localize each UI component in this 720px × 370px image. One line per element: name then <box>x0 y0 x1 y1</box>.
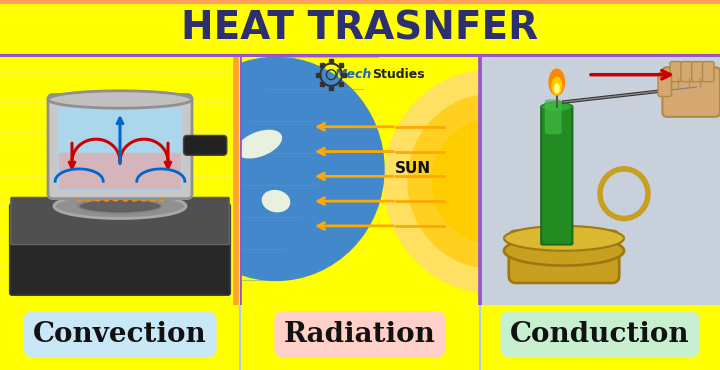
FancyBboxPatch shape <box>670 61 682 82</box>
FancyBboxPatch shape <box>509 231 619 283</box>
FancyBboxPatch shape <box>703 61 714 82</box>
Text: HEAT TRASNFER: HEAT TRASNFER <box>181 10 539 48</box>
Text: Convection: Convection <box>33 321 207 348</box>
Ellipse shape <box>54 194 186 218</box>
Circle shape <box>408 95 576 268</box>
Circle shape <box>432 119 552 243</box>
FancyBboxPatch shape <box>480 57 720 305</box>
FancyBboxPatch shape <box>545 100 562 134</box>
Ellipse shape <box>78 199 162 213</box>
Ellipse shape <box>236 130 282 158</box>
Ellipse shape <box>552 77 562 95</box>
Ellipse shape <box>504 226 624 251</box>
FancyBboxPatch shape <box>681 61 693 82</box>
Ellipse shape <box>261 190 290 212</box>
FancyBboxPatch shape <box>658 73 672 97</box>
FancyBboxPatch shape <box>541 106 572 245</box>
FancyBboxPatch shape <box>662 67 720 117</box>
FancyBboxPatch shape <box>692 61 703 82</box>
Text: Studies: Studies <box>372 68 425 81</box>
Text: SUN: SUN <box>395 161 431 176</box>
Circle shape <box>384 70 600 293</box>
FancyBboxPatch shape <box>58 107 182 191</box>
Ellipse shape <box>504 236 624 266</box>
FancyBboxPatch shape <box>9 204 230 295</box>
Ellipse shape <box>549 68 565 96</box>
FancyBboxPatch shape <box>11 198 229 245</box>
Circle shape <box>168 57 384 280</box>
Ellipse shape <box>48 91 192 108</box>
Text: Conduction: Conduction <box>510 321 690 348</box>
FancyBboxPatch shape <box>48 94 192 199</box>
Ellipse shape <box>554 83 560 93</box>
FancyBboxPatch shape <box>59 153 181 190</box>
FancyBboxPatch shape <box>184 135 227 155</box>
Ellipse shape <box>541 102 572 112</box>
Text: Radiation: Radiation <box>284 321 436 348</box>
Text: Mech: Mech <box>335 68 372 81</box>
